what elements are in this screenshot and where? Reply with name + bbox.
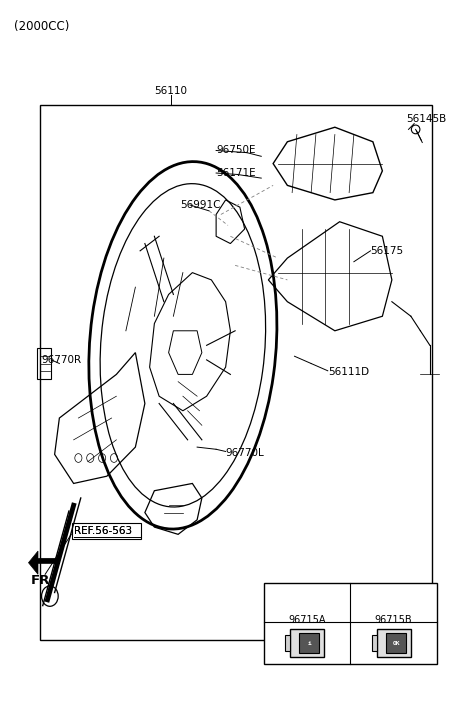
Text: 56145B: 56145B bbox=[406, 114, 446, 124]
Text: 96770L: 96770L bbox=[226, 448, 265, 458]
Bar bbox=[386, 633, 406, 654]
Bar bbox=[40, 105, 432, 640]
Text: OK: OK bbox=[392, 640, 400, 646]
Text: 96750E: 96750E bbox=[216, 145, 256, 156]
Text: REF.56-563: REF.56-563 bbox=[74, 526, 132, 536]
Text: 96715A: 96715A bbox=[288, 615, 325, 625]
Text: 56110: 56110 bbox=[154, 86, 188, 96]
Text: 56171E: 56171E bbox=[216, 168, 256, 178]
Text: FR.: FR. bbox=[31, 574, 56, 587]
Text: 96770R: 96770R bbox=[42, 355, 82, 365]
Bar bbox=[264, 583, 437, 664]
Polygon shape bbox=[28, 551, 57, 574]
Text: (2000CC): (2000CC) bbox=[14, 20, 70, 33]
Bar bbox=[285, 635, 290, 651]
Bar bbox=[72, 523, 141, 539]
Bar bbox=[377, 630, 411, 657]
Text: i: i bbox=[307, 640, 311, 646]
Text: 96715B: 96715B bbox=[374, 615, 412, 625]
Text: 56111D: 56111D bbox=[328, 367, 369, 377]
Text: 56991C: 56991C bbox=[180, 200, 221, 210]
Bar bbox=[299, 633, 319, 654]
Bar bbox=[290, 630, 324, 657]
Bar bbox=[372, 635, 377, 651]
Text: REF.56-563: REF.56-563 bbox=[74, 526, 132, 536]
Text: 56175: 56175 bbox=[370, 246, 404, 256]
